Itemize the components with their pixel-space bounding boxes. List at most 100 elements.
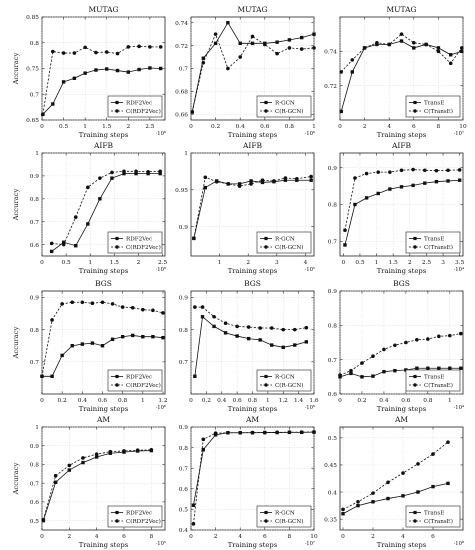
series-compressed (192, 174, 313, 241)
legend-label: C(RDF2Vec) (126, 382, 161, 389)
data-point-circle (214, 179, 219, 184)
legend-label: C(R-GCN) (275, 244, 303, 251)
data-point-square (460, 49, 464, 54)
x-tick-label: 0.2 (58, 398, 68, 404)
data-point-circle (411, 167, 415, 172)
data-point-circle (238, 430, 242, 435)
x-tick-label: 0 (341, 260, 345, 266)
data-point-square (457, 178, 462, 182)
series-compressed (193, 305, 309, 332)
legend-marker-square (115, 374, 119, 379)
data-point-square (388, 187, 392, 191)
data-point-square (275, 40, 279, 44)
data-point-circle (422, 168, 427, 173)
data-point-circle (98, 176, 102, 180)
data-point-square (81, 460, 85, 465)
data-point-square (83, 71, 87, 75)
data-point-square (193, 374, 197, 378)
legend-label: C(RDF2Vec) (126, 244, 161, 251)
legend-label: RDF2Vec (126, 511, 152, 517)
series-line (193, 431, 315, 506)
x-axis-label: Training steps (377, 131, 427, 139)
data-point-circle (382, 347, 386, 352)
series-compressed (41, 448, 154, 522)
series-base (49, 171, 162, 254)
x-tick-label: 2 (246, 260, 250, 266)
legend-box (405, 95, 461, 118)
data-point-circle (295, 176, 299, 181)
y-tick-label: 0.7 (179, 466, 189, 472)
data-point-square (360, 375, 364, 379)
x-tick-label: 8 (437, 124, 441, 130)
data-point-square (300, 35, 304, 40)
legend-marker-circle (264, 245, 268, 249)
data-point-square (213, 41, 218, 46)
data-point-circle (246, 325, 251, 329)
data-point-circle (371, 491, 375, 495)
series-line (340, 33, 463, 73)
data-point-circle (249, 182, 253, 186)
data-point-square (72, 76, 77, 80)
data-point-circle (275, 51, 279, 56)
data-point-square (364, 196, 369, 200)
legend-label: C(TransE) (424, 382, 453, 389)
x-tick-label: 1.2 (279, 398, 289, 404)
chart-panel-11: AM 0.4 0.5 0.6 0.7 0.8 0.9 0 2 4 6 8 10·10⁷ Training … (179, 415, 318, 549)
data-point-circle (424, 42, 428, 47)
data-point-circle (309, 174, 313, 179)
data-point-circle (86, 185, 90, 190)
legend-marker-square (264, 236, 268, 241)
data-point-circle (81, 456, 85, 460)
x-tick-label: 1 (448, 398, 452, 404)
data-point-square (446, 481, 450, 486)
x-axis-multiplier: ·10⁵ (156, 541, 166, 547)
data-point-circle (459, 46, 464, 50)
y-tick-label: 0.8 (30, 463, 40, 469)
legend-box (405, 369, 461, 392)
x-tick-label: 0.5 (355, 260, 365, 266)
legend-label: R-GCN (275, 375, 295, 381)
y-tick-label: 0.9 (179, 225, 189, 231)
x-axis-multiplier: ·10⁶ (156, 405, 166, 411)
plot-frame (190, 426, 315, 531)
x-tick-label: 0.6 (98, 398, 108, 404)
x-axis-label: Training steps (228, 131, 278, 139)
x-tick-label: 0 (189, 398, 193, 404)
panel-title: MUTAG (387, 5, 417, 14)
series-line (51, 170, 161, 245)
legend-box (256, 95, 312, 118)
data-point-square (371, 374, 375, 378)
data-point-square (62, 240, 66, 244)
x-tick-label: 2.5 (158, 260, 168, 266)
x-tick-label: 2 (371, 534, 375, 540)
data-point-circle (292, 327, 297, 332)
data-point-circle (146, 169, 150, 174)
data-point-circle (360, 361, 364, 365)
data-point-circle (431, 452, 435, 456)
x-tick-label: 0 (189, 124, 193, 130)
x-axis-label: Training steps (228, 267, 278, 275)
data-point-circle (238, 55, 242, 59)
data-point-square (203, 185, 208, 190)
series-line (51, 173, 161, 252)
x-tick-label: 0.8 (285, 124, 295, 130)
legend-label: R-GCN (275, 237, 295, 243)
y-axis-label: Accuracy (12, 326, 20, 359)
data-point-circle (364, 171, 369, 176)
data-point-square (235, 334, 239, 338)
x-tick-label: 3 (275, 260, 279, 266)
x-tick-label: 0 (40, 398, 44, 404)
y-tick-label: 0.75 (26, 67, 39, 73)
x-tick-label: 1 (141, 398, 145, 404)
data-point-square (353, 202, 357, 207)
panel-title: AIFB (242, 141, 263, 150)
legend-marker-square (413, 236, 417, 241)
data-point-square (126, 70, 131, 74)
data-point-circle (386, 480, 390, 485)
data-point-circle (83, 45, 87, 50)
data-point-circle (110, 170, 114, 175)
data-point-circle (376, 170, 381, 174)
